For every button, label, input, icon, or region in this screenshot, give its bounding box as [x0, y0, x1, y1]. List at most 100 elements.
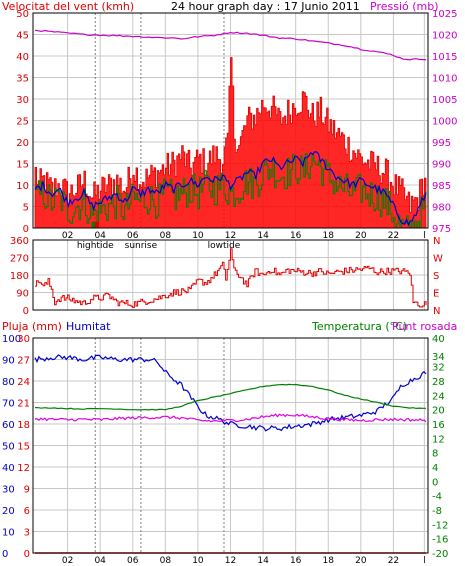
hour-tick-label: 18	[323, 231, 335, 241]
temperature-tick-label: 34	[432, 352, 445, 363]
hour-tick-label: 10	[192, 231, 204, 241]
humidity-line	[34, 354, 427, 432]
temperature-tick-label: -12	[432, 520, 448, 531]
dew-point-line	[34, 413, 427, 423]
hour-tick-label: 08	[160, 556, 172, 566]
temperature-tick-label: -8	[432, 506, 442, 517]
hour-tick-label: 22	[388, 231, 399, 241]
humidity-tick-label: 0	[2, 549, 8, 560]
temperature-axis-title: Temperatura (°C)	[311, 320, 407, 333]
hour-tick-label: 08	[160, 231, 172, 241]
hour-tick-label: 06	[127, 556, 139, 566]
wind-direction-line	[35, 248, 427, 308]
temperature-line	[34, 383, 426, 411]
pressure-tick-label: 1010	[432, 74, 457, 85]
hightide-marker-bar	[91, 221, 96, 228]
panel-2-frame	[32, 239, 429, 311]
pressure-tick-label: 1005	[432, 95, 457, 106]
wind-tick-label: 35	[16, 74, 29, 85]
humidity-tick-label: 70	[2, 399, 15, 410]
wind-tick-label: 25	[16, 117, 29, 128]
temperature-tick-label: 40	[432, 334, 445, 345]
hour-tick-label: 22	[388, 556, 399, 566]
humidity-tick-label: 50	[2, 442, 15, 453]
rain-tick-label: 6	[24, 506, 30, 517]
direction-tick-label: 270	[10, 254, 29, 265]
hour-tick-label: 06	[127, 231, 139, 241]
event-label: lowtide	[208, 241, 241, 251]
hour-tick-label: 20	[355, 556, 367, 566]
panel-1-frame	[32, 12, 429, 229]
hour-tick-label: l	[423, 231, 426, 241]
pressure-tick-label: 1025	[432, 9, 457, 20]
compass-direction-label: W	[433, 254, 443, 265]
hour-tick-label: 12	[225, 556, 236, 566]
event-label: sunrise	[125, 241, 158, 251]
temperature-tick-label: 12	[432, 434, 445, 445]
compass-direction-label: N	[433, 236, 440, 247]
rain-axis-title: Pluja (mm)	[2, 320, 62, 333]
pressure-tick-label: 985	[432, 181, 451, 192]
wind-tick-label: 10	[16, 181, 29, 192]
humidity-tick-label: 30	[2, 485, 15, 496]
temperature-tick-label: 24	[432, 391, 445, 402]
wind-tick-label: 20	[16, 138, 29, 149]
hour-tick-label: 16	[290, 231, 302, 241]
temperature-tick-label: 4	[432, 463, 438, 474]
wind-average-line	[34, 151, 427, 227]
event-label: hightide	[77, 241, 114, 251]
direction-tick-label: 360	[10, 236, 29, 247]
rain-tick-label: 12	[17, 463, 30, 474]
tick-labels-layer: 0510152025303540455097598098599099510001…	[2, 9, 457, 566]
compass-direction-label: N	[433, 306, 440, 317]
temperature-tick-label: 28	[432, 377, 445, 388]
rain-tick-label: 9	[24, 485, 30, 496]
temperature-tick-label: 8	[432, 449, 438, 460]
humidity-tick-label: 60	[2, 420, 15, 431]
pressure-tick-label: 1020	[432, 31, 457, 42]
compass-direction-label: E	[433, 289, 439, 300]
wind-tick-label: 5	[23, 203, 29, 214]
hour-tick-label: 14	[257, 556, 269, 566]
rain-tick-label: 21	[17, 399, 30, 410]
rain-tick-label: 30	[17, 334, 30, 345]
hour-tick-label: 04	[94, 231, 106, 241]
temperature-tick-label: -16	[432, 535, 448, 546]
wind-tick-label: 40	[16, 52, 29, 63]
frames-layer	[32, 12, 429, 554]
pressure-tick-label: 1000	[432, 117, 457, 128]
humidity-tick-label: 80	[2, 377, 15, 388]
humidity-tick-label: 20	[2, 506, 15, 517]
wind-tick-label: 0	[23, 224, 29, 235]
humidity-tick-label: 10	[2, 528, 15, 539]
temperature-tick-label: -4	[432, 492, 442, 503]
wind-speed-green-line	[35, 153, 427, 229]
direction-tick-label: 180	[10, 271, 29, 282]
rain-tick-label: 18	[17, 420, 30, 431]
hour-tick-label: 04	[94, 556, 106, 566]
temperature-tick-label: 20	[432, 406, 445, 417]
wind-tick-label: 15	[16, 160, 29, 171]
graph-date-title: 24 hour graph day : 17 Junio 2011	[171, 0, 360, 13]
compass-direction-label: S	[433, 271, 439, 282]
humidity-tick-label: 90	[2, 356, 15, 367]
hour-tick-label: l	[423, 556, 426, 566]
temperature-tick-label: 0	[432, 477, 438, 488]
pressure-tick-label: 990	[432, 160, 451, 171]
rain-tick-label: 15	[17, 442, 30, 453]
humidity-axis-title: Humitat	[66, 320, 111, 333]
hour-tick-label: 14	[257, 231, 269, 241]
hour-tick-label: 12	[225, 231, 236, 241]
temperature-tick-label: 32	[432, 363, 445, 374]
wind-gust-line	[34, 57, 427, 229]
hour-tick-label: 18	[323, 556, 335, 566]
pressure-line	[34, 29, 426, 61]
pressure-tick-label: 980	[432, 203, 451, 214]
hour-tick-label: 16	[290, 556, 302, 566]
hour-tick-label: 20	[355, 231, 367, 241]
direction-tick-label: 90	[16, 289, 29, 300]
rain-tick-label: 3	[24, 528, 30, 539]
pressure-tick-label: 1015	[432, 52, 457, 63]
